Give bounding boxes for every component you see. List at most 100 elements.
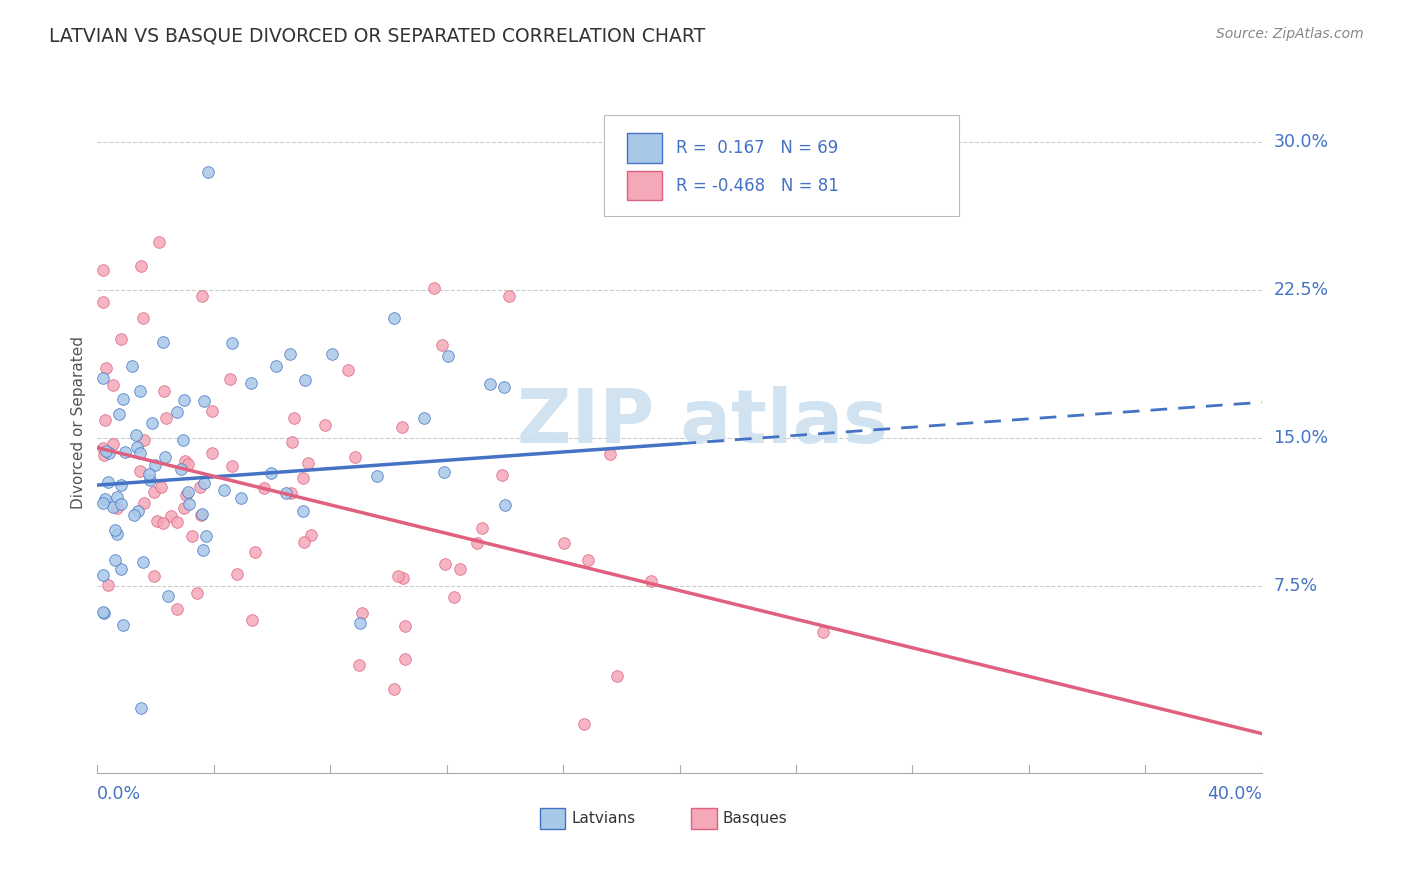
Bar (692, 808, 717, 829)
Point (101, 436, 124, 450)
Point (423, 871, 446, 886)
Point (394, 651, 416, 665)
Point (94, 492, 117, 507)
Point (190, 480, 212, 494)
Point (391, 420, 413, 434)
Point (191, 289, 214, 303)
Point (576, 553, 599, 567)
Point (201, 446, 224, 460)
Point (191, 508, 214, 522)
Point (173, 393, 195, 408)
Point (599, 447, 621, 461)
Point (226, 566, 249, 581)
Point (283, 411, 305, 425)
Point (91, 605, 114, 619)
Point (138, 467, 160, 482)
Point (105, 490, 128, 504)
Point (101, 500, 124, 514)
Point (91, 567, 114, 582)
Point (110, 497, 132, 511)
Point (347, 657, 370, 672)
Text: ZIP atlas: ZIP atlas (517, 386, 889, 459)
Point (392, 571, 415, 585)
Point (174, 488, 197, 502)
Point (382, 681, 405, 696)
Point (153, 384, 176, 398)
Point (93, 606, 115, 620)
Point (553, 536, 575, 550)
Point (132, 310, 155, 325)
Point (98, 445, 121, 459)
Point (352, 606, 374, 620)
Point (142, 485, 165, 500)
Point (97, 475, 120, 489)
Text: Source: ZipAtlas.com: Source: ZipAtlas.com (1216, 27, 1364, 41)
Point (157, 589, 180, 603)
Point (297, 456, 319, 470)
Point (105, 501, 128, 516)
Point (321, 346, 343, 360)
Point (177, 457, 200, 471)
Point (253, 481, 276, 495)
Point (155, 410, 177, 425)
Point (128, 446, 150, 460)
Point (190, 508, 212, 522)
Point (193, 542, 215, 557)
Point (299, 528, 322, 542)
Point (112, 392, 135, 406)
Point (104, 553, 127, 567)
Point (212, 483, 235, 497)
Text: 30.0%: 30.0% (1274, 133, 1329, 151)
Text: 22.5%: 22.5% (1274, 281, 1329, 299)
Point (111, 617, 134, 632)
Point (127, 440, 149, 454)
Point (160, 508, 183, 523)
Point (177, 485, 200, 500)
Point (813, 625, 835, 640)
FancyBboxPatch shape (603, 115, 959, 217)
Y-axis label: Divorced or Separated: Divorced or Separated (72, 336, 86, 509)
Point (166, 405, 188, 419)
Point (366, 468, 388, 483)
Point (294, 373, 316, 387)
Point (422, 281, 444, 295)
Point (122, 508, 145, 522)
Point (606, 669, 628, 683)
Point (266, 359, 288, 373)
Point (153, 450, 176, 465)
Point (110, 332, 132, 346)
Point (105, 526, 128, 541)
Point (139, 473, 162, 487)
Point (292, 535, 315, 549)
Point (91, 294, 114, 309)
Point (104, 523, 127, 537)
Point (141, 417, 163, 431)
Point (173, 500, 195, 515)
Point (449, 562, 471, 576)
Point (950, 773, 973, 788)
Text: Basques: Basques (723, 811, 787, 826)
Point (443, 591, 465, 605)
Point (280, 486, 302, 500)
Point (91, 370, 114, 384)
Point (229, 491, 252, 505)
Point (292, 470, 315, 484)
Point (127, 504, 149, 518)
Point (491, 467, 513, 482)
Text: 40.0%: 40.0% (1206, 785, 1261, 803)
Text: Latvians: Latvians (571, 811, 636, 826)
Point (598, 819, 620, 833)
Text: 7.5%: 7.5% (1274, 576, 1317, 595)
Point (240, 613, 263, 627)
Point (96, 443, 118, 458)
Point (93, 448, 115, 462)
Point (101, 378, 124, 392)
Point (97, 578, 120, 592)
Point (239, 376, 262, 390)
Point (174, 454, 197, 468)
Bar (540, 808, 565, 829)
Point (166, 515, 188, 529)
Point (471, 521, 494, 535)
Point (170, 461, 193, 475)
Point (245, 544, 267, 558)
